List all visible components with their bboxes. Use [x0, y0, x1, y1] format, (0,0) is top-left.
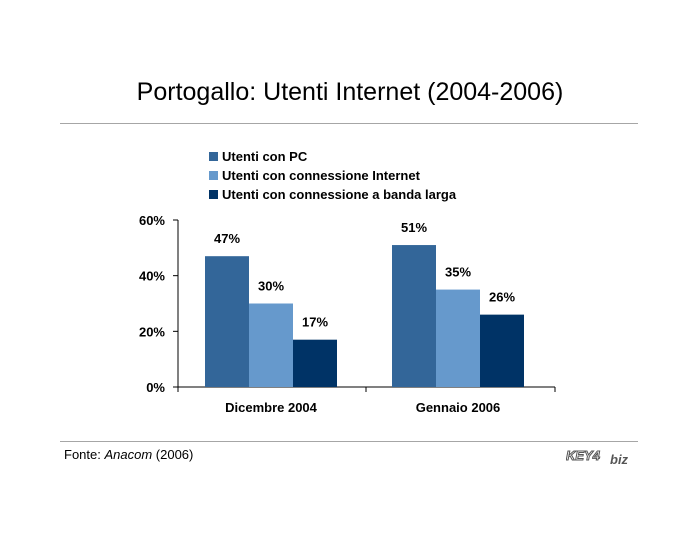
x-tick-label-gennaio-2006: Gennaio 2006 — [416, 400, 501, 415]
top-divider — [60, 123, 638, 124]
source-prefix: Fonte: — [64, 447, 105, 462]
data-label-utenti-con-connessione-a-banda-larga-gennaio-2006: 26% — [489, 290, 515, 305]
chart-title: Portogallo: Utenti Internet (2004-2006) — [136, 78, 564, 106]
legend-label-utenti-con-pc: Utenti con PC — [222, 149, 308, 164]
data-label-utenti-con-connessione-a-banda-larga-dicembre-2004: 17% — [302, 315, 328, 330]
bar-utenti-con-connessione-a-banda-larga-dicembre-2004 — [293, 339, 337, 387]
legend-label-utenti-con-connessione-a-banda-larga: Utenti con connessione a banda larga — [222, 187, 457, 202]
legend-swatch-utenti-con-pc — [209, 152, 218, 161]
bar-utenti-con-connessione-internet-gennaio-2006 — [436, 289, 480, 387]
bars — [205, 245, 524, 387]
bar-utenti-con-pc-gennaio-2006 — [392, 245, 436, 387]
data-label-utenti-con-pc-gennaio-2006: 51% — [401, 220, 427, 235]
source-suffix: (2006) — [152, 447, 194, 462]
data-label-utenti-con-connessione-internet-gennaio-2006: 35% — [445, 265, 471, 280]
data-label-utenti-con-connessione-internet-dicembre-2004: 30% — [258, 279, 284, 294]
logo-text-sub: biz — [610, 452, 629, 467]
legend: Utenti con PC Utenti con connessione Inte… — [209, 149, 457, 202]
legend-label-utenti-con-connessione-internet: Utenti con connessione Internet — [222, 168, 421, 183]
data-label-utenti-con-pc-dicembre-2004: 47% — [214, 231, 240, 246]
data-labels: 47% 30% 17% 51% 35% 26% — [214, 220, 515, 330]
x-tick-label-dicembre-2004: Dicembre 2004 — [225, 400, 318, 415]
source-note: Fonte: Anacom (2006) — [64, 447, 193, 462]
bar-utenti-con-pc-dicembre-2004 — [205, 256, 249, 387]
legend-swatch-utenti-con-connessione-a-banda-larga — [209, 190, 218, 199]
bar-utenti-con-connessione-a-banda-larga-gennaio-2006 — [480, 314, 524, 387]
key4biz-logo: KEY4 biz — [566, 448, 629, 468]
bottom-divider — [60, 441, 638, 442]
y-tick-label: 60% — [139, 213, 165, 228]
y-tick-label: 20% — [139, 324, 165, 339]
y-tick-label: 0% — [146, 380, 165, 395]
y-tick-label: 40% — [139, 269, 165, 284]
logo-text-main: KEY4 — [566, 448, 601, 463]
legend-swatch-utenti-con-connessione-internet — [209, 171, 218, 180]
source-name: Anacom — [104, 447, 153, 462]
bar-utenti-con-connessione-internet-dicembre-2004 — [249, 303, 293, 387]
